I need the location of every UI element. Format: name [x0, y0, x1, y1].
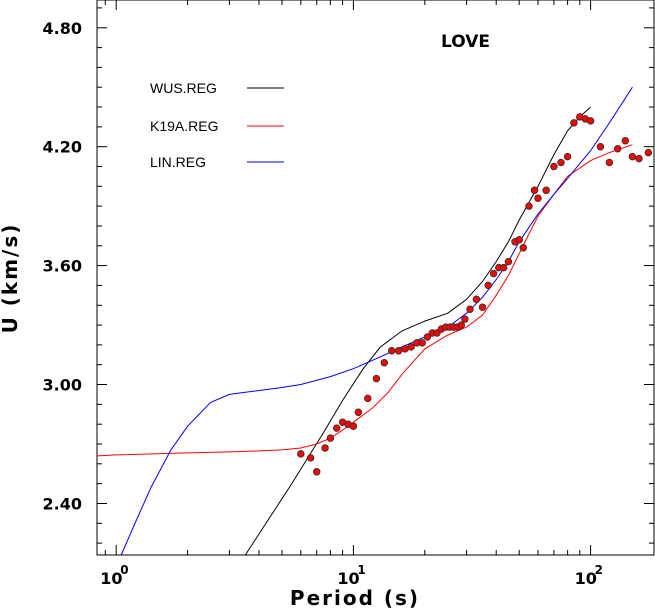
- x-tick-exponent: 0: [120, 563, 128, 577]
- data-point: [628, 152, 637, 161]
- data-point: [364, 394, 372, 403]
- data-point: [621, 136, 630, 145]
- y-tick-label: 2.40: [43, 495, 82, 514]
- legend-label: K19A.REG: [150, 118, 218, 134]
- observed-points: [297, 113, 653, 476]
- data-point: [605, 158, 614, 167]
- series-line-wus-reg: [244, 106, 591, 555]
- data-point: [644, 148, 653, 157]
- data-point: [557, 158, 565, 167]
- data-point: [418, 339, 426, 347]
- data-point: [530, 186, 539, 195]
- data-point: [484, 281, 492, 290]
- curves: [97, 86, 633, 555]
- y-tick-label: 3.00: [43, 376, 82, 395]
- data-point: [504, 257, 513, 266]
- data-point: [515, 236, 523, 244]
- data-point: [407, 343, 415, 351]
- data-point: [570, 119, 578, 127]
- data-point: [525, 202, 533, 210]
- series-line-lin-reg: [120, 86, 633, 555]
- data-point: [613, 144, 622, 153]
- data-point: [380, 358, 389, 367]
- data-point: [372, 374, 381, 383]
- data-point: [457, 321, 466, 329]
- legend: WUS.REG K19A.REG LIN.REG: [150, 80, 284, 170]
- x-tick-label: 10: [575, 569, 597, 588]
- data-point: [542, 186, 550, 195]
- data-point: [635, 154, 643, 163]
- data-point: [387, 347, 396, 355]
- legend-label: WUS.REG: [150, 80, 217, 96]
- data-point: [596, 142, 605, 151]
- data-point: [354, 408, 363, 417]
- data-point: [394, 347, 403, 355]
- legend-label: LIN.REG: [150, 154, 206, 170]
- data-point: [489, 269, 498, 278]
- data-point: [466, 305, 474, 313]
- data-point: [306, 454, 315, 462]
- x-tick-label: 10: [337, 569, 359, 588]
- data-point: [321, 444, 329, 452]
- data-point: [312, 468, 321, 476]
- axis-ticks: [97, 0, 654, 555]
- data-point: [349, 422, 358, 430]
- y-tick-label: 3.60: [43, 257, 82, 276]
- data-point: [332, 424, 341, 432]
- y-tick-label: 4.20: [43, 138, 82, 157]
- y-axis-title: U (km/s): [0, 223, 22, 334]
- data-point: [423, 333, 432, 341]
- data-point: [550, 162, 558, 171]
- y-tick-label: 4.80: [43, 19, 82, 38]
- data-point: [534, 194, 542, 202]
- data-point: [586, 117, 595, 125]
- series-line-k19a-reg: [97, 144, 633, 457]
- plot-frame: [96, 0, 655, 556]
- data-point: [401, 345, 409, 353]
- data-point: [461, 315, 469, 323]
- data-point: [519, 244, 528, 252]
- x-tick-exponent: 1: [357, 563, 365, 577]
- x-tick-exponent: 2: [595, 563, 603, 577]
- data-point: [326, 434, 335, 442]
- x-tick-label: 10: [100, 569, 122, 588]
- chart-title: LOVE: [441, 32, 490, 52]
- data-point: [563, 152, 572, 161]
- data-point: [478, 303, 487, 311]
- data-point: [472, 295, 481, 304]
- x-axis-title: Period (s): [290, 586, 420, 610]
- data-point: [499, 263, 508, 272]
- data-point: [297, 450, 305, 458]
